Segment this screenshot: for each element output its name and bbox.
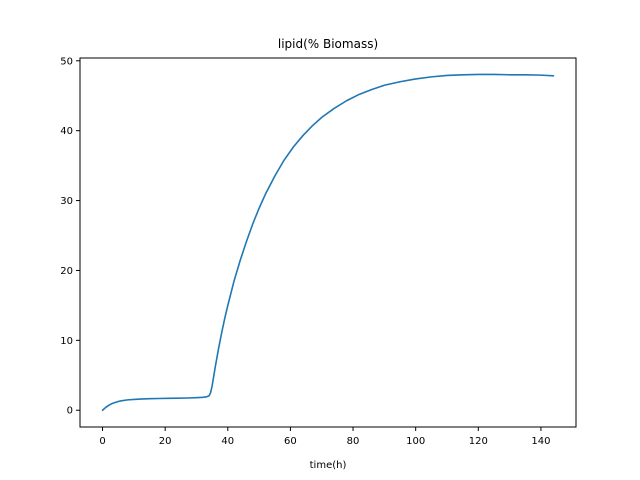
x-axis-label: time(h) — [310, 460, 347, 471]
x-tick-label: 100 — [406, 436, 425, 447]
x-tick-label: 40 — [221, 436, 234, 447]
y-tick-label: 10 — [60, 336, 73, 347]
y-axis: 0 10 20 30 40 50 — [60, 56, 80, 417]
plot-frame — [79, 57, 577, 428]
y-tick-label: 50 — [60, 56, 73, 67]
y-tick-label: 40 — [60, 126, 73, 137]
x-tick-label: 60 — [284, 436, 297, 447]
y-tick-label: 30 — [60, 196, 73, 207]
x-tick-label: 80 — [347, 436, 360, 447]
x-axis: 0 20 40 60 80 100 120 140 — [99, 427, 550, 447]
plot-area — [101, 73, 555, 412]
series-line — [101, 73, 555, 412]
y-tick-label: 20 — [60, 266, 73, 277]
x-tick-label: 120 — [469, 436, 488, 447]
x-tick-label: 0 — [99, 436, 105, 447]
x-tick-label: 20 — [159, 436, 172, 447]
y-tick-label: 0 — [67, 406, 73, 417]
chart-title: lipid(% Biomass) — [278, 37, 378, 51]
x-tick-label: 140 — [531, 436, 550, 447]
